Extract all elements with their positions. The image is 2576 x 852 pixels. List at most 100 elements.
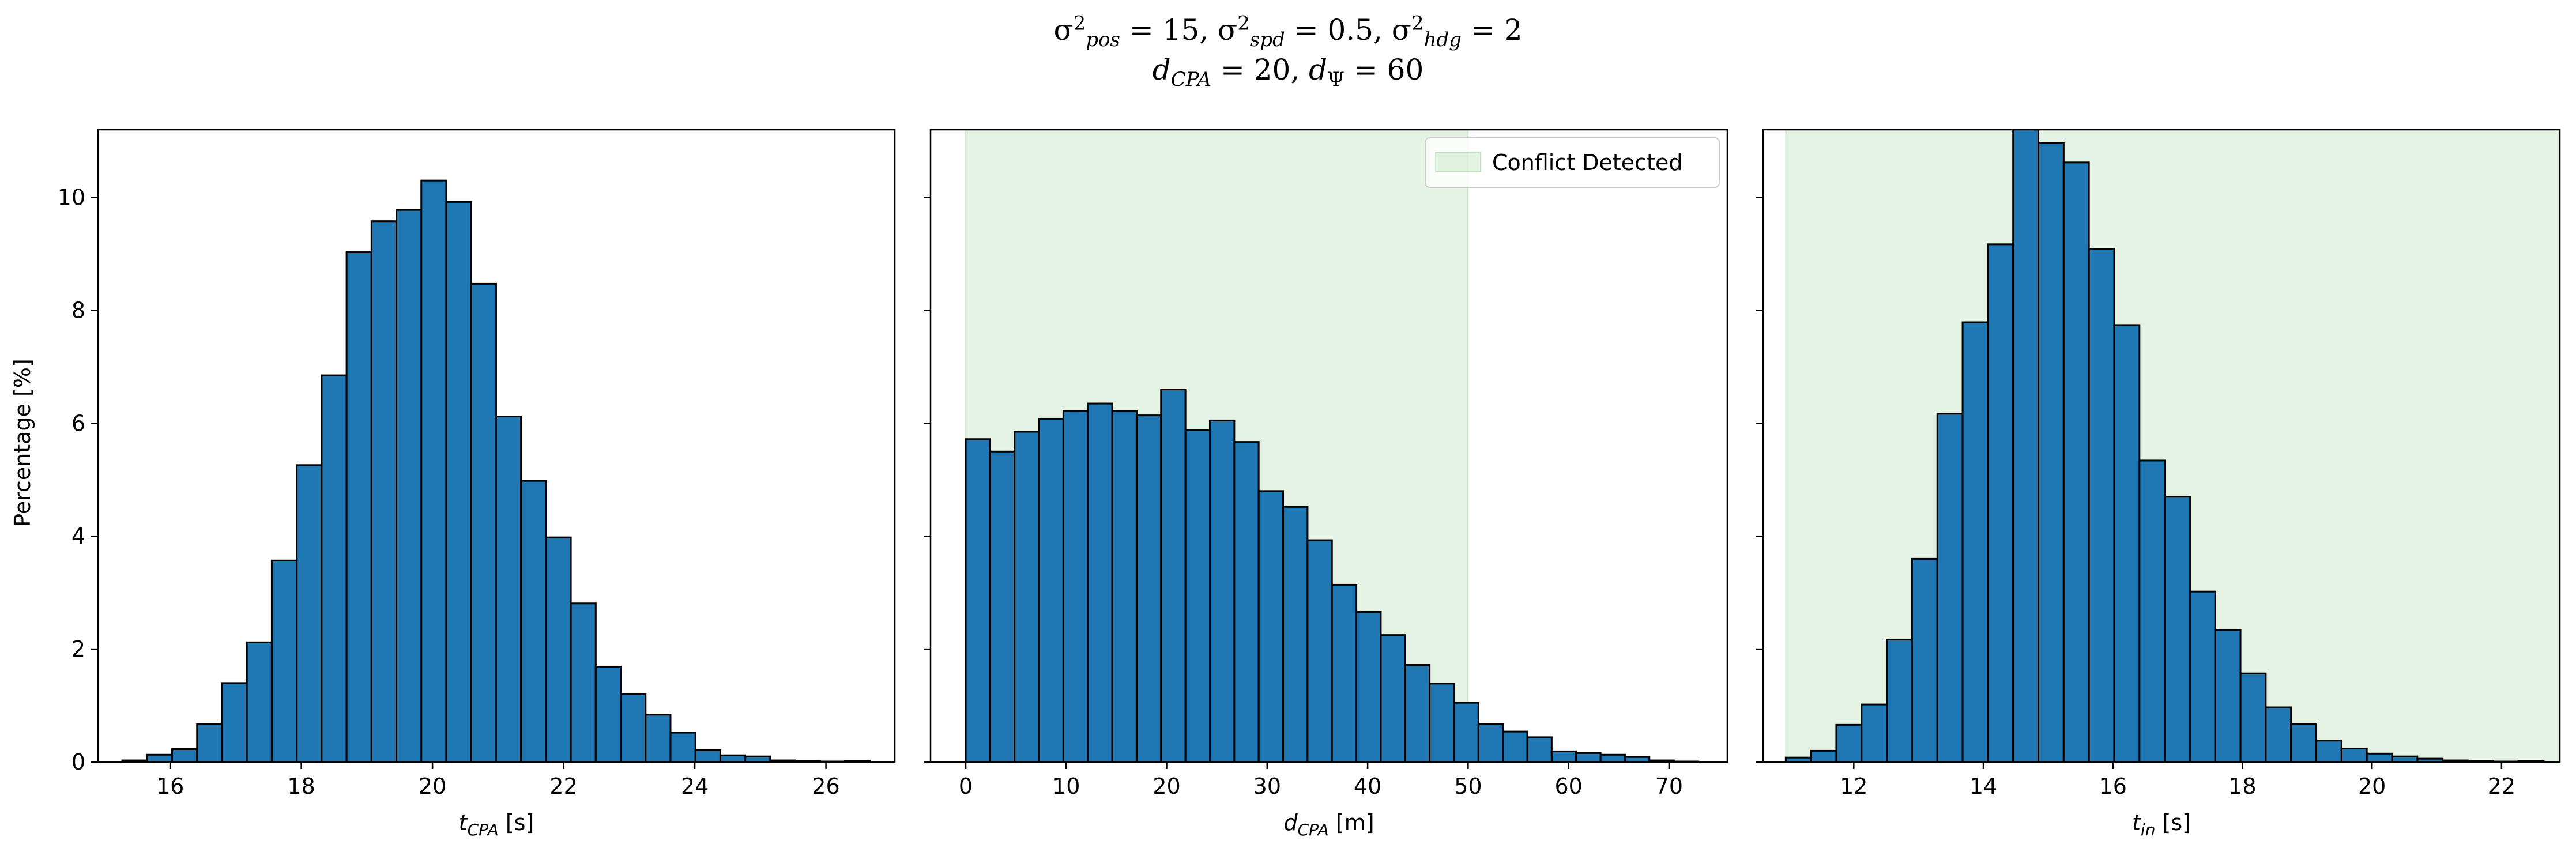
histogram-bar (396, 209, 423, 762)
histogram-bar (420, 179, 447, 762)
legend: Conflict Detected (1425, 137, 1720, 188)
histogram-bar (2062, 161, 2090, 762)
histogram-bar (694, 749, 721, 762)
histogram-bar (2290, 723, 2318, 762)
histogram-bar (1233, 441, 1260, 762)
x-tick-label: 60 (1554, 774, 1582, 799)
histogram-bar (495, 416, 522, 762)
x-tick-label: 16 (156, 774, 184, 799)
histogram-bar (1380, 634, 1406, 762)
x-tick-label: 24 (681, 774, 709, 799)
histogram-bar (645, 714, 672, 762)
histogram-bar (2239, 672, 2267, 762)
x-tick-label: 12 (1840, 774, 1867, 799)
x-tick-label: 18 (2228, 774, 2256, 799)
histogram-bar (2012, 130, 2040, 762)
histogram-bar (1911, 557, 1938, 762)
histogram-bar (2038, 142, 2065, 762)
histogram-bar (1257, 490, 1285, 762)
histogram-bar (1282, 506, 1309, 762)
histogram-bar (470, 282, 497, 762)
histogram-bar (520, 480, 547, 762)
y-tick-label: 8 (71, 297, 85, 323)
histogram-bar (989, 450, 1016, 762)
histogram-bar (1355, 610, 1382, 762)
histogram-panel-2: 0 10 20 30 40 50 60 70 dCPA [m] Conflict Detected (924, 129, 1728, 839)
histogram-bar (1111, 410, 1138, 762)
histogram-bar (1453, 702, 1479, 762)
figure-title-line2: dCPA = 20, dΨ = 60 (1152, 53, 1424, 91)
x-tick-label: 20 (419, 774, 446, 799)
histogram-bar (196, 723, 223, 762)
histogram-bar (1624, 756, 1651, 762)
histogram-bar (965, 438, 991, 762)
x-axis-label: tCPA [s] (459, 810, 534, 839)
axes-frame (929, 129, 1728, 763)
legend-swatch (1435, 152, 1481, 172)
histogram-bar (2391, 755, 2419, 762)
histogram-bar (445, 201, 472, 762)
y-tick-label: 4 (71, 523, 85, 549)
histogram-bar (345, 251, 372, 762)
histogram-bar (2164, 496, 2191, 762)
histogram-bar (594, 665, 622, 762)
histogram-bar (270, 559, 298, 762)
histogram-bar (1160, 389, 1187, 762)
x-tick-label: 70 (1655, 774, 1683, 799)
histogram-bar (2189, 590, 2216, 762)
histogram-bar (570, 602, 597, 762)
histogram-bar (370, 220, 398, 762)
x-tick-label: 14 (1969, 774, 1997, 799)
x-tick-label: 22 (2488, 774, 2515, 799)
histogram-bar (1306, 539, 1333, 762)
histogram-bar (2214, 629, 2242, 762)
histogram-bar (221, 682, 248, 762)
histogram-bar (1135, 414, 1162, 762)
x-tick-label: 10 (1052, 774, 1080, 799)
histogram-bar (1038, 417, 1064, 762)
histogram-bar (1014, 431, 1040, 762)
histogram-bar (146, 753, 174, 762)
x-tick-label: 26 (812, 774, 839, 799)
histogram-bar (246, 641, 273, 762)
x-tick-label: 0 (959, 774, 973, 799)
histogram-bar (321, 374, 348, 762)
histogram-bar (1502, 730, 1528, 762)
histogram-bar (1550, 750, 1577, 762)
histogram-bar (2088, 248, 2115, 762)
histogram-bar (1599, 753, 1626, 762)
histogram-bar (1331, 583, 1358, 762)
histogram-bar (1886, 638, 1913, 762)
histogram-bar (1936, 413, 1964, 762)
histogram-bar (719, 754, 747, 762)
histogram-bar (2265, 706, 2292, 762)
x-tick-label: 20 (2358, 774, 2386, 799)
histogram-bar (2315, 740, 2342, 762)
y-tick-label: 2 (71, 636, 85, 662)
histogram-bar (2113, 324, 2141, 762)
axes-frame (1762, 129, 2561, 763)
y-tick-label: 0 (71, 749, 85, 775)
legend-label: Conflict Detected (1492, 150, 1682, 175)
histogram-bar (620, 692, 647, 762)
histogram-bar (669, 732, 696, 762)
histogram-panel-3: 12 14 16 18 20 22 tin [s] (1756, 129, 2561, 839)
x-tick-label: 16 (2099, 774, 2127, 799)
histogram-bar (2366, 752, 2393, 762)
histogram-bar (1987, 243, 2014, 762)
histogram-bar (1087, 402, 1113, 762)
histogram-bar (1810, 749, 1837, 762)
x-axis-label: dCPA [m] (1283, 810, 1374, 839)
x-tick-label: 22 (549, 774, 577, 799)
histogram-bar (1184, 429, 1211, 762)
histogram-bar (545, 536, 572, 762)
histogram-bar (2340, 747, 2368, 762)
legend-box (1425, 137, 1720, 188)
histogram-bar (1429, 683, 1455, 762)
x-tick-label: 50 (1454, 774, 1482, 799)
histogram-bar (2138, 459, 2166, 762)
histogram-bar (1861, 703, 1888, 762)
histogram-bar (1404, 664, 1431, 762)
